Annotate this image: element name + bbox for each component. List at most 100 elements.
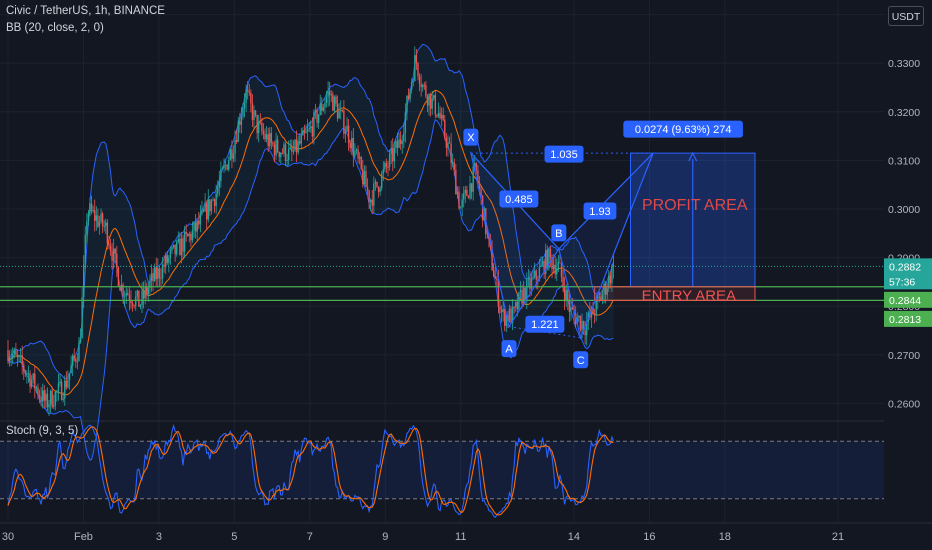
candle-body[interactable] (592, 307, 594, 315)
candle-body[interactable] (358, 156, 361, 159)
candle-body[interactable] (57, 383, 60, 392)
candle-body[interactable] (319, 103, 321, 115)
candle-body[interactable] (234, 140, 236, 154)
pattern-triangle-bcd[interactable] (558, 152, 654, 340)
candle-body[interactable] (507, 315, 509, 322)
candle-body[interactable] (601, 293, 604, 301)
candle-body[interactable] (51, 390, 53, 407)
candle-body[interactable] (120, 284, 123, 291)
candle-body[interactable] (567, 289, 569, 302)
candle-body[interactable] (283, 144, 285, 154)
candle-body[interactable] (106, 222, 109, 244)
candle-body[interactable] (349, 142, 351, 149)
candle-body[interactable] (317, 114, 320, 123)
candle-body[interactable] (328, 90, 331, 96)
candle-body[interactable] (294, 139, 296, 151)
candle-body[interactable] (35, 387, 38, 389)
candle-body[interactable] (387, 166, 389, 168)
candle-body[interactable] (306, 129, 309, 132)
candle-body[interactable] (131, 303, 134, 306)
candle-body[interactable] (256, 114, 258, 134)
candle-body[interactable] (276, 139, 279, 153)
candle-body[interactable] (524, 287, 526, 301)
candle-body[interactable] (431, 98, 433, 109)
candle-body[interactable] (13, 350, 16, 355)
pattern-point-x-bg[interactable] (463, 128, 479, 146)
candle-body[interactable] (439, 112, 441, 119)
candle-body[interactable] (608, 275, 610, 289)
candle-body[interactable] (182, 238, 184, 252)
candle-body[interactable] (128, 295, 131, 301)
candle-body[interactable] (7, 349, 9, 361)
level-lower-tag-bg[interactable] (884, 310, 932, 327)
candle-body[interactable] (410, 81, 413, 90)
candle-body[interactable] (513, 306, 515, 308)
candle-body[interactable] (64, 380, 66, 399)
candle-body[interactable] (519, 290, 522, 293)
candle-body[interactable] (388, 154, 391, 167)
candle-body[interactable] (535, 270, 537, 280)
candle-body[interactable] (324, 102, 326, 108)
candle-body[interactable] (611, 265, 613, 284)
candle-body[interactable] (586, 322, 588, 336)
candle-body[interactable] (239, 121, 241, 125)
candle-body[interactable] (563, 286, 566, 301)
candle-body[interactable] (398, 139, 400, 148)
candle-body[interactable] (442, 114, 444, 120)
candle-body[interactable] (366, 187, 369, 191)
candle-body[interactable] (89, 203, 91, 213)
candle-body[interactable] (417, 63, 419, 77)
stoch-indicator-label[interactable]: Stoch (9, 3, 5) (6, 425, 78, 437)
candle-body[interactable] (447, 142, 449, 148)
candle-body[interactable] (565, 289, 567, 301)
candle-body[interactable] (262, 131, 265, 134)
candle-body[interactable] (467, 195, 470, 199)
candle-body[interactable] (325, 96, 328, 103)
candle-body[interactable] (79, 338, 82, 343)
candle-body[interactable] (141, 290, 143, 305)
candle-body[interactable] (593, 314, 596, 316)
candle-body[interactable] (193, 222, 195, 231)
candle-body[interactable] (448, 142, 451, 144)
candle-body[interactable] (174, 244, 176, 255)
candle-body[interactable] (429, 93, 432, 109)
candle-body[interactable] (272, 142, 274, 145)
pattern-point-a[interactable]: A (505, 344, 513, 356)
candle-body[interactable] (86, 221, 88, 235)
candle-body[interactable] (56, 391, 58, 393)
candle-body[interactable] (521, 290, 523, 304)
candle-body[interactable] (228, 160, 230, 170)
candle-body[interactable] (196, 220, 198, 232)
candle-body[interactable] (322, 107, 325, 111)
candle-body[interactable] (595, 298, 597, 316)
candle-body[interactable] (68, 373, 71, 381)
candle-body[interactable] (43, 390, 45, 401)
candle-body[interactable] (529, 278, 531, 289)
candle-body[interactable] (393, 147, 396, 162)
candle-body[interactable] (94, 210, 96, 221)
candle-body[interactable] (445, 137, 448, 148)
candle-body[interactable] (75, 358, 77, 362)
candle-body[interactable] (549, 248, 552, 258)
candle-body[interactable] (21, 355, 23, 365)
candle-body[interactable] (46, 393, 49, 408)
candle-body[interactable] (338, 111, 340, 119)
candle-body[interactable] (105, 222, 107, 227)
candle-body[interactable] (235, 140, 238, 142)
candle-body[interactable] (346, 125, 348, 132)
candle-body[interactable] (422, 85, 424, 88)
candle-body[interactable] (81, 297, 83, 339)
candle-body[interactable] (477, 170, 479, 183)
candle-body[interactable] (78, 342, 80, 362)
candle-body[interactable] (530, 278, 533, 289)
candle-body[interactable] (461, 199, 463, 208)
candle-body[interactable] (504, 308, 506, 326)
candle-body[interactable] (376, 181, 378, 187)
candle-body[interactable] (15, 350, 17, 355)
candle-body[interactable] (409, 89, 411, 100)
ratio-label-1[interactable]: 1.221 (531, 319, 559, 331)
pattern-point-x[interactable]: X (467, 132, 475, 144)
candle-body[interactable] (396, 140, 399, 148)
candle-body[interactable] (584, 330, 586, 336)
candle-body[interactable] (253, 110, 255, 120)
